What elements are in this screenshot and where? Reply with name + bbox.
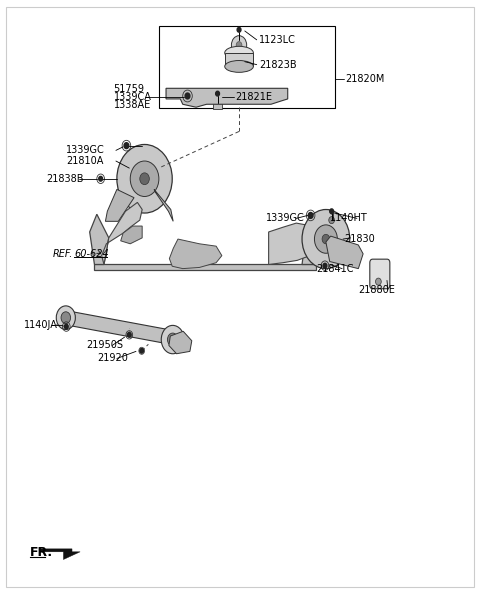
Polygon shape <box>90 214 109 264</box>
Text: 1339CA: 1339CA <box>114 92 151 102</box>
Circle shape <box>99 176 103 181</box>
Circle shape <box>236 42 242 49</box>
Text: 1339GC: 1339GC <box>66 146 105 156</box>
Text: 1140JA: 1140JA <box>24 320 58 330</box>
Polygon shape <box>95 264 316 270</box>
Circle shape <box>323 263 327 268</box>
Text: 60-624: 60-624 <box>74 249 109 259</box>
Text: 21810A: 21810A <box>66 156 103 166</box>
Polygon shape <box>326 236 363 268</box>
Circle shape <box>168 333 178 346</box>
Circle shape <box>314 225 337 253</box>
Circle shape <box>130 161 159 197</box>
Text: REF.: REF. <box>53 249 73 259</box>
Text: 21823B: 21823B <box>259 59 297 69</box>
Text: 1338AE: 1338AE <box>114 100 151 110</box>
Circle shape <box>375 278 381 285</box>
Text: 21841C: 21841C <box>316 264 354 274</box>
Ellipse shape <box>225 46 253 59</box>
Circle shape <box>127 333 131 337</box>
Text: 21830: 21830 <box>344 234 375 244</box>
Polygon shape <box>169 239 222 268</box>
Polygon shape <box>120 226 142 244</box>
Text: 51759: 51759 <box>114 84 144 94</box>
Polygon shape <box>166 89 288 108</box>
Polygon shape <box>169 331 192 354</box>
Text: 1339GC: 1339GC <box>266 213 305 223</box>
Bar <box>225 53 253 67</box>
Text: 21821E: 21821E <box>235 92 272 102</box>
Polygon shape <box>102 203 142 264</box>
Text: 21820M: 21820M <box>345 74 384 84</box>
Circle shape <box>308 213 313 219</box>
Text: 1140HT: 1140HT <box>330 213 368 223</box>
Circle shape <box>140 173 149 185</box>
Bar <box>213 103 222 109</box>
Bar <box>159 26 336 108</box>
Circle shape <box>322 234 330 244</box>
Circle shape <box>237 27 241 32</box>
Circle shape <box>231 36 247 55</box>
Circle shape <box>330 209 334 214</box>
Text: 21920: 21920 <box>97 353 128 364</box>
Polygon shape <box>65 311 172 344</box>
Circle shape <box>124 143 129 148</box>
Circle shape <box>117 144 172 213</box>
Circle shape <box>61 312 71 324</box>
Polygon shape <box>269 223 315 264</box>
Text: 21950S: 21950S <box>86 340 123 350</box>
Polygon shape <box>154 189 173 222</box>
Text: FR.: FR. <box>30 546 53 559</box>
Circle shape <box>302 210 350 268</box>
Circle shape <box>161 326 184 354</box>
Text: 21880E: 21880E <box>359 285 395 295</box>
FancyBboxPatch shape <box>370 259 390 289</box>
Circle shape <box>216 91 219 96</box>
Polygon shape <box>302 228 320 264</box>
Circle shape <box>140 349 144 353</box>
Circle shape <box>56 306 75 330</box>
Text: 21838B: 21838B <box>47 174 84 184</box>
Polygon shape <box>106 189 134 222</box>
Circle shape <box>185 93 190 99</box>
Polygon shape <box>40 549 80 560</box>
Circle shape <box>329 217 335 224</box>
Text: 1123LC: 1123LC <box>259 35 296 45</box>
Ellipse shape <box>225 61 253 72</box>
Circle shape <box>64 324 68 329</box>
